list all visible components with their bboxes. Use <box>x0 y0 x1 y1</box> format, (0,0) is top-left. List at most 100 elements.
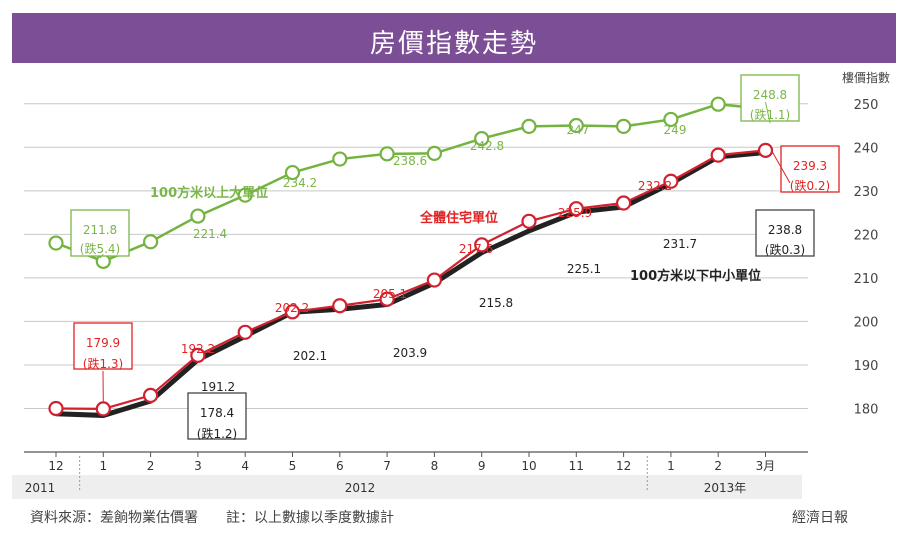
x-tick-label: 8 <box>431 459 439 473</box>
title-banner: 房價指數走勢 <box>12 13 896 63</box>
x-tick-label: 3 <box>194 459 202 473</box>
data-label: (跌5.4) <box>80 241 120 256</box>
x-tick-label: 1 <box>667 459 675 473</box>
series-point-large <box>521 118 537 135</box>
callout-connector <box>771 150 791 184</box>
series-name-label: 100方米以下中小單位 <box>630 268 761 284</box>
series-point-large <box>426 145 442 161</box>
series-line-small <box>55 150 766 418</box>
y-tick-label: 250 <box>854 98 879 113</box>
series-point-large <box>474 130 490 147</box>
data-label: (跌0.3) <box>765 242 805 257</box>
x-tick-label: 2 <box>714 459 722 473</box>
data-label: 225.9 <box>558 206 592 220</box>
data-label: 202.1 <box>293 349 327 363</box>
series-point-large <box>568 117 584 134</box>
series-point-all <box>190 347 206 363</box>
data-label: 191.2 <box>201 380 235 394</box>
data-label: 248.8 <box>753 88 787 102</box>
x-tick-label: 5 <box>289 459 297 473</box>
series-line-large <box>55 102 766 263</box>
x-tick-label: 4 <box>241 459 249 473</box>
x-tick-label: 9 <box>478 459 486 473</box>
y-tick-label: 240 <box>854 141 879 156</box>
x-tick-label: 6 <box>336 459 344 473</box>
year-label: 2011 <box>25 481 56 495</box>
callout-box <box>740 74 800 122</box>
data-label: 202.2 <box>275 301 309 315</box>
credit-note: 經濟日報 <box>792 510 848 526</box>
series-point-all <box>284 304 301 320</box>
data-label: 238.6 <box>393 154 427 168</box>
x-tick-label: 12 <box>48 459 63 473</box>
series-point-all <box>95 401 111 417</box>
data-label: 217.6 <box>459 242 493 256</box>
series-point-all <box>521 213 537 229</box>
series-point-large <box>615 118 632 135</box>
y-axis-label: 樓價指數 <box>842 70 890 85</box>
series-point-large <box>710 96 726 112</box>
data-label: 249 <box>664 123 687 137</box>
year-band <box>12 475 802 499</box>
series-point-all <box>757 142 774 158</box>
data-label: 203.9 <box>393 346 427 360</box>
data-label: (跌1.2) <box>197 426 237 441</box>
data-label: 232.2 <box>638 179 672 193</box>
y-tick-label: 200 <box>854 315 879 330</box>
series-point-large <box>190 208 206 224</box>
series-point-large <box>95 253 111 269</box>
x-tick-label: 12 <box>616 459 631 473</box>
series-point-all <box>615 195 632 211</box>
callout-box <box>755 209 815 257</box>
series-point-all <box>332 298 348 314</box>
data-label: 225.1 <box>567 262 601 276</box>
data-label: 211.8 <box>83 223 117 237</box>
data-label: 234.2 <box>283 176 317 190</box>
x-tick-label: 11 <box>569 459 584 473</box>
data-label: 247 <box>567 123 590 137</box>
data-label: 178.4 <box>200 406 234 420</box>
y-tick-label: 190 <box>854 359 879 374</box>
y-tick-label: 220 <box>854 228 879 243</box>
series-point-all <box>143 387 159 404</box>
series-point-all <box>663 173 679 189</box>
x-tick-label: 1 <box>99 459 107 473</box>
x-tick-label: 7 <box>383 459 391 473</box>
series-name-label: 100方米以上大單位 <box>150 185 268 201</box>
series-point-all <box>426 272 442 288</box>
data-label: 231.7 <box>663 237 697 251</box>
year-label: 2012 <box>345 481 376 495</box>
data-label: 239.3 <box>793 159 827 173</box>
x-tick-label: 2 <box>147 459 155 473</box>
series-point-large <box>143 234 159 250</box>
x-tick-label: 3月 <box>756 459 776 473</box>
data-label: 179.9 <box>86 336 120 350</box>
y-tick-label: 210 <box>854 272 879 287</box>
y-tick-label: 230 <box>854 185 879 200</box>
series-point-large <box>663 111 679 128</box>
source-note: 資料來源：差餉物業估價署 註：以上數據以季度數據計 <box>30 510 394 526</box>
callout-box <box>780 145 840 193</box>
series-point-large <box>48 235 64 251</box>
series-point-large <box>379 146 395 162</box>
series-point-all <box>237 324 253 340</box>
callout-connector <box>99 254 104 259</box>
callout-box <box>73 322 133 370</box>
series-point-large <box>284 164 301 181</box>
data-label: 242.8 <box>470 139 504 153</box>
series-point-all <box>379 291 395 307</box>
series-point-all <box>710 147 726 163</box>
series-name-label: 全體住宅單位 <box>419 210 498 226</box>
callout-box <box>70 209 130 257</box>
data-label: 238.8 <box>768 223 802 237</box>
series-point-large <box>237 187 253 203</box>
callout-box <box>187 392 247 440</box>
data-label: 221.4 <box>193 227 227 241</box>
series-point-all <box>474 237 490 253</box>
x-tick-label: 10 <box>521 459 536 473</box>
series-point-all <box>48 400 64 417</box>
data-label: (跌1.1) <box>750 107 790 122</box>
series-line-all <box>55 149 766 411</box>
y-tick-label: 180 <box>854 402 879 417</box>
